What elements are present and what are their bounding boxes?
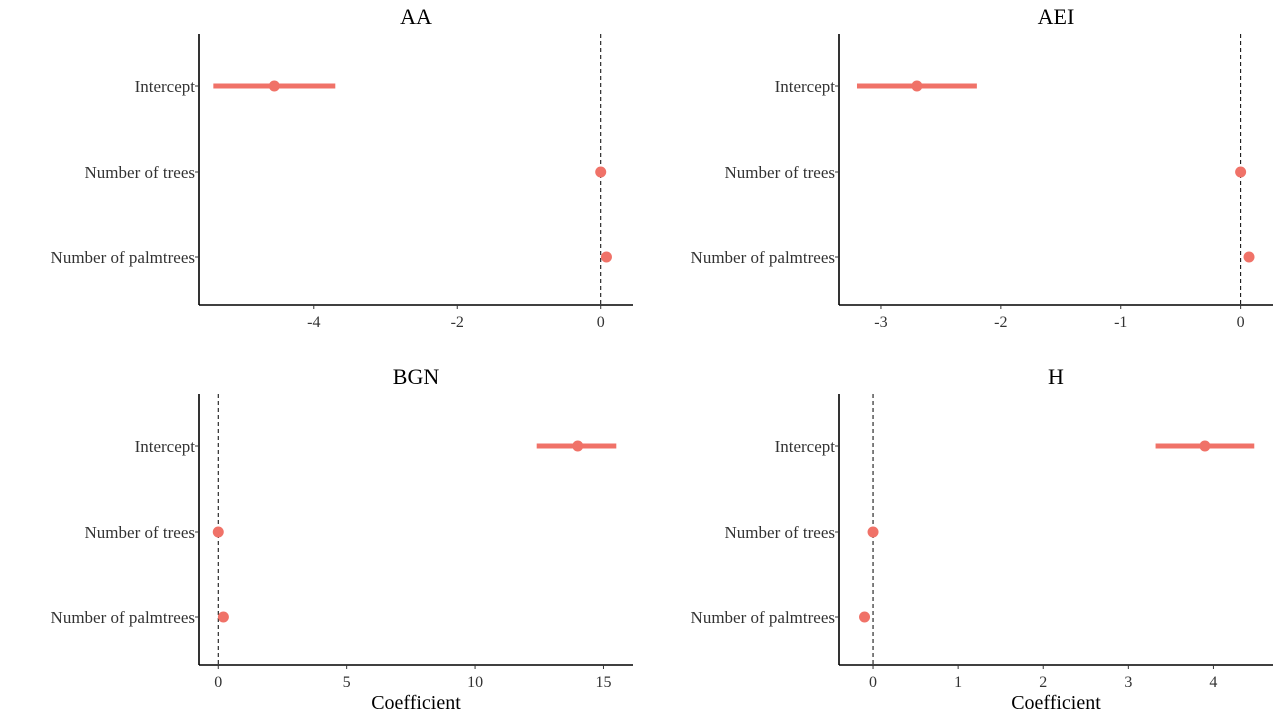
panel-title: AEI: [1038, 4, 1075, 29]
x-axis-title: Coefficient: [371, 692, 461, 714]
coefficient-point: [595, 166, 607, 178]
panel-title: H: [1048, 364, 1064, 389]
x-tick-label: -3: [874, 314, 887, 331]
x-tick-label: -1: [1114, 314, 1127, 331]
x-tick-label: 5: [343, 674, 351, 691]
coefficient-point: [600, 251, 612, 263]
category-label: Number of trees: [725, 523, 835, 542]
x-axis-title: Coefficient: [1011, 692, 1101, 714]
category-label: Number of palmtrees: [51, 248, 195, 267]
category-label: Intercept: [775, 77, 836, 96]
panel-title: BGN: [393, 364, 440, 389]
x-tick-label: 3: [1124, 674, 1132, 691]
coefficient-point: [1199, 440, 1211, 452]
category-label: Number of trees: [85, 523, 195, 542]
x-tick-label: 0: [1237, 314, 1245, 331]
coefficient-point: [212, 526, 224, 538]
category-label: Number of palmtrees: [691, 248, 835, 267]
panel-bgn: BGN 0 5 10 15 Intercept Number of trees Number …: [51, 364, 633, 714]
x-tick-label: 2: [1039, 674, 1047, 691]
category-label: Number of trees: [725, 163, 835, 182]
x-tick-label: 15: [595, 674, 611, 691]
coefficient-point: [859, 611, 871, 623]
x-tick-label: 10: [467, 674, 483, 691]
category-label: Number of palmtrees: [691, 608, 835, 627]
category-label: Number of trees: [85, 163, 195, 182]
x-tick-label: -2: [994, 314, 1007, 331]
panel-title: AA: [400, 4, 432, 29]
panel-h: H 0 1 2 3 4 Intercept Number of trees Number of …: [691, 364, 1273, 714]
coefficient-point: [572, 440, 584, 452]
coefficient-point: [1235, 166, 1247, 178]
x-tick-label: 0: [597, 314, 605, 331]
coefficient-point: [268, 80, 280, 92]
coefficient-point: [217, 611, 229, 623]
x-tick-label: 0: [869, 674, 877, 691]
panel-aa: AA -4 -2 0 Intercept Number of trees Number of…: [51, 4, 633, 331]
category-label: Number of palmtrees: [51, 608, 195, 627]
coefficient-point: [1243, 251, 1255, 263]
coefficient-point: [867, 526, 879, 538]
category-label: Intercept: [135, 77, 196, 96]
coefficient-point: [911, 80, 923, 92]
category-label: Intercept: [775, 437, 836, 456]
x-tick-label: 1: [954, 674, 962, 691]
x-tick-label: 4: [1209, 674, 1217, 691]
x-tick-label: -2: [451, 314, 464, 331]
x-tick-label: 0: [214, 674, 222, 691]
category-label: Intercept: [135, 437, 196, 456]
x-tick-label: -4: [307, 314, 320, 331]
panel-aei: AEI -3 -2 -1 0 Intercept Number of trees Number…: [691, 4, 1273, 331]
